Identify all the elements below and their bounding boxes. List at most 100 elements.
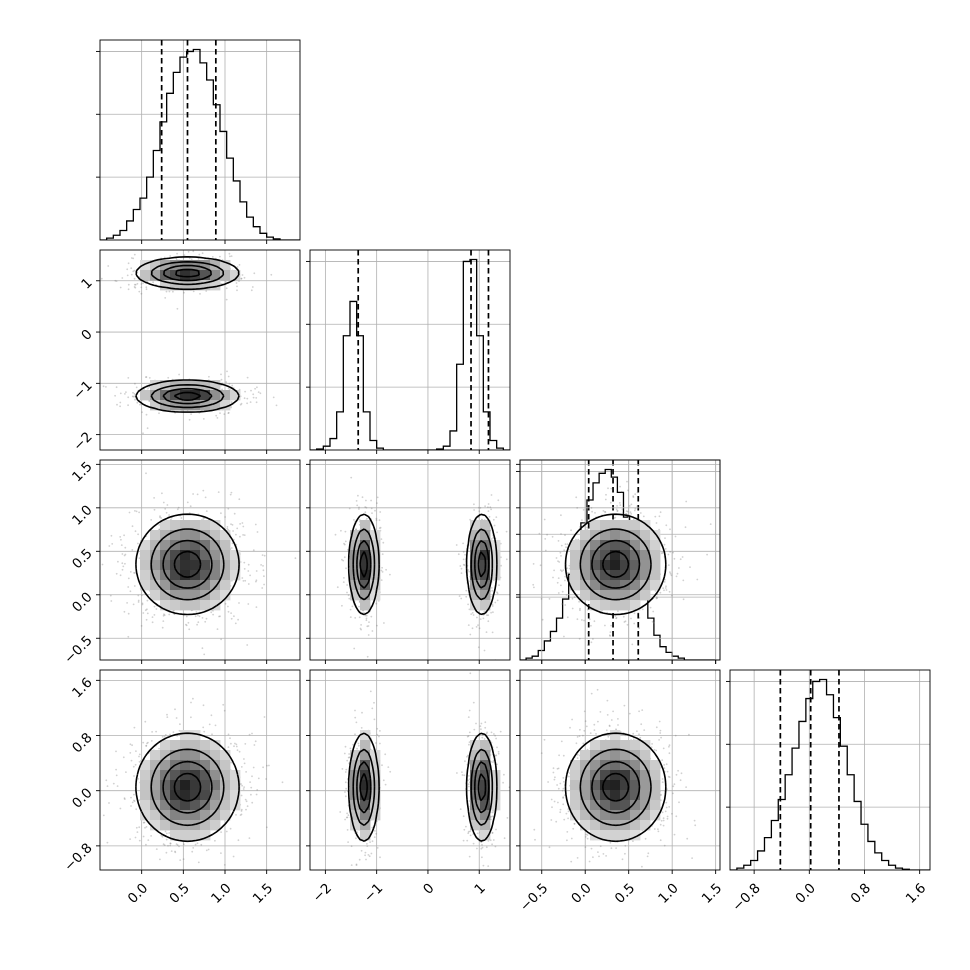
scatter-point xyxy=(655,596,658,598)
scatter-point xyxy=(250,389,252,392)
scatter-point xyxy=(76,253,78,255)
scatter-point xyxy=(665,585,667,588)
scatter-point xyxy=(231,384,234,387)
scatter-point xyxy=(135,826,138,829)
scatter-point xyxy=(131,744,134,747)
scatter-point xyxy=(629,511,632,514)
density-cell xyxy=(220,570,231,581)
scatter-point xyxy=(378,519,381,522)
scatter-point xyxy=(214,724,217,727)
joint-panel-3-0 xyxy=(96,669,301,874)
scatter-point xyxy=(229,737,231,740)
density-cell xyxy=(170,260,181,271)
scatter-point xyxy=(242,580,245,582)
scatter-point xyxy=(638,627,640,629)
scatter-point xyxy=(162,620,165,622)
density-cell xyxy=(210,590,221,601)
scatter-point xyxy=(347,548,349,551)
scatter-point xyxy=(191,850,194,853)
scatter-point xyxy=(211,256,214,258)
scatter-point xyxy=(127,586,130,588)
density-cell xyxy=(210,280,221,291)
scatter-point xyxy=(371,512,373,514)
density-cell xyxy=(150,380,161,391)
density-cell xyxy=(610,530,621,541)
scatter-point xyxy=(368,621,370,623)
scatter-point xyxy=(138,839,141,842)
scatter-point xyxy=(122,565,125,568)
scatter-point xyxy=(130,805,132,807)
scatter-point xyxy=(544,538,547,540)
density-cell xyxy=(630,600,641,611)
scatter-point xyxy=(145,843,147,846)
density-cell xyxy=(200,280,211,291)
scatter-point xyxy=(348,507,351,510)
scatter-point xyxy=(119,286,122,289)
scatter-point xyxy=(202,704,205,707)
scatter-point xyxy=(266,764,268,767)
scatter-point xyxy=(203,653,206,656)
scatter-point xyxy=(664,548,667,550)
density-cell xyxy=(210,740,221,751)
density-cell xyxy=(180,560,191,571)
scatter-point xyxy=(147,741,149,744)
density-cell xyxy=(470,590,481,601)
density-cell xyxy=(230,390,241,401)
scatter-point xyxy=(558,561,561,563)
scatter-point xyxy=(228,252,231,255)
scatter-point xyxy=(168,246,170,248)
scatter-point xyxy=(155,848,158,850)
scatter-point xyxy=(153,614,156,616)
scatter-point xyxy=(257,391,260,393)
density-cell xyxy=(140,760,151,771)
scatter-point xyxy=(663,543,666,546)
scatter-point xyxy=(204,620,207,623)
scatter-point xyxy=(100,277,103,280)
density-cell xyxy=(210,600,221,611)
scatter-point xyxy=(227,507,230,510)
density-cell xyxy=(590,550,601,561)
scatter-point xyxy=(370,499,372,502)
density-contour xyxy=(564,513,667,616)
density-contour xyxy=(135,256,240,413)
density-cell xyxy=(470,580,481,591)
scatter-point xyxy=(135,808,138,811)
scatter-point xyxy=(227,733,230,736)
scatter-point xyxy=(630,617,632,620)
scatter-point xyxy=(136,401,139,404)
density-cell xyxy=(190,780,201,791)
scatter-point xyxy=(126,602,128,604)
density-cell xyxy=(220,530,231,541)
scatter-point xyxy=(652,621,655,624)
scatter-point xyxy=(609,631,612,633)
panel-frame xyxy=(309,459,511,661)
density-cell xyxy=(210,750,221,761)
density-cell xyxy=(160,590,171,601)
density-cell xyxy=(370,550,381,561)
scatter-point xyxy=(225,830,228,833)
scatter-point xyxy=(477,624,479,626)
scatter-point xyxy=(272,396,275,399)
scatter-point xyxy=(230,617,233,620)
scatter-point xyxy=(105,386,107,388)
scatter-point xyxy=(175,843,178,845)
scatter-point xyxy=(594,512,596,514)
scatter-point xyxy=(488,515,491,518)
density-cell xyxy=(190,740,201,751)
scatter-point xyxy=(367,634,370,636)
scatter-point xyxy=(210,714,213,717)
scatter-point xyxy=(164,508,167,510)
scatter-point xyxy=(132,391,134,394)
scatter-point xyxy=(621,508,624,511)
scatter-point xyxy=(133,800,136,802)
scatter-point xyxy=(364,506,367,508)
scatter-point xyxy=(351,605,354,608)
density-cell xyxy=(190,280,201,291)
scatter-point xyxy=(588,618,591,621)
scatter-point xyxy=(696,578,699,581)
scatter-point xyxy=(462,551,465,553)
scatter-point xyxy=(139,403,141,406)
scatter-point xyxy=(460,597,463,600)
scatter-point xyxy=(500,556,502,559)
scatter-point xyxy=(490,611,492,614)
